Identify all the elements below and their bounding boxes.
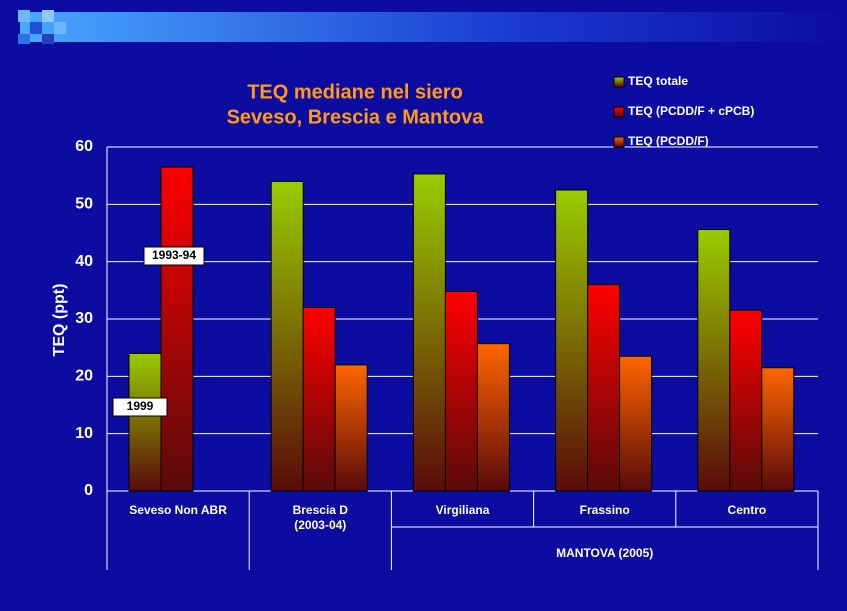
bar xyxy=(476,343,510,492)
bar xyxy=(444,290,478,492)
y-tick-label: 0 xyxy=(84,482,93,499)
x-tick-label: Virgiliana xyxy=(435,503,490,517)
bar xyxy=(761,367,795,492)
annotation: 1993-94 xyxy=(152,248,196,262)
bar xyxy=(334,364,368,492)
bar xyxy=(302,307,336,492)
y-tick-label: 60 xyxy=(75,138,93,155)
group-label: MANTOVA (2005) xyxy=(556,546,654,560)
y-tick-label: 20 xyxy=(75,368,93,385)
legend-swatch xyxy=(613,106,625,118)
chart-subtitle: Seveso, Brescia e Mantova xyxy=(227,106,485,128)
header-band xyxy=(20,12,847,42)
legend: TEQ totale TEQ (PCDD/F + cPCB) TEQ (PCDD/F… xyxy=(613,74,754,148)
annotation: 1999 xyxy=(127,399,154,413)
annotation-box xyxy=(143,246,205,266)
legend-swatch xyxy=(613,136,625,148)
bar xyxy=(160,166,194,492)
bar xyxy=(729,309,763,492)
header-squares xyxy=(18,10,66,44)
legend-label: TEQ totale xyxy=(628,74,688,88)
legend-label: TEQ (PCDD/F) xyxy=(628,134,709,148)
y-axis-label: TEQ (ppt) xyxy=(51,284,68,357)
x-tick-label: Seveso Non ABR xyxy=(129,503,227,517)
bar xyxy=(128,352,162,492)
x-tick-label: Frassino xyxy=(579,503,630,517)
annotation-box xyxy=(112,397,168,417)
y-tick-label: 50 xyxy=(75,196,93,213)
y-tick-label: 40 xyxy=(75,253,93,270)
bar xyxy=(555,189,589,492)
y-tick-label: 30 xyxy=(75,310,93,327)
x-tick-label: Brescia D (2003-04) xyxy=(292,503,348,532)
bar xyxy=(587,284,621,492)
legend-label: TEQ (PCDD/F + cPCB) xyxy=(628,104,754,118)
x-tick-label: Centro xyxy=(727,503,767,517)
bar xyxy=(412,173,446,492)
bar xyxy=(619,355,653,492)
y-tick-label: 10 xyxy=(75,425,93,442)
bar xyxy=(697,229,731,492)
chart-title: TEQ mediane nel siero xyxy=(247,81,463,103)
bar xyxy=(270,180,304,492)
legend-swatch xyxy=(613,76,625,88)
